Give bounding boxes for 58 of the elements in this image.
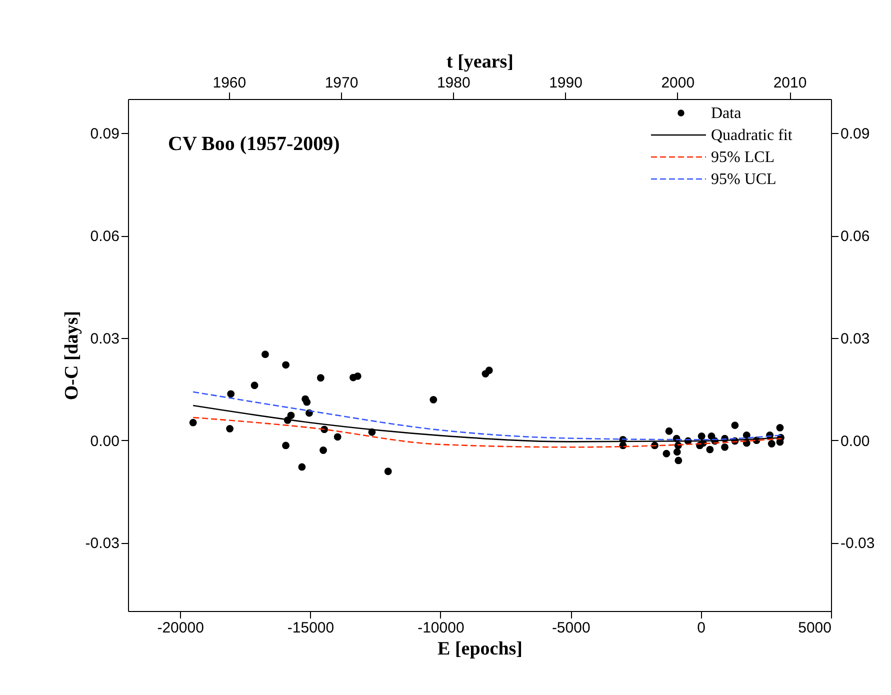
legend-label: 95% LCL [711, 149, 775, 166]
point [226, 425, 234, 432]
x2-tick-label: 1970 [324, 74, 358, 92]
x2-axis-title: t [years] [446, 52, 514, 72]
x-tick-label: -15000 [287, 620, 334, 636]
y2-tick-label: 0.03 [840, 330, 870, 348]
point [320, 446, 327, 454]
point [384, 468, 392, 476]
point [721, 443, 728, 451]
y-axis-title: O-C [days] [61, 310, 82, 400]
point [354, 372, 362, 380]
point [742, 432, 750, 439]
legend-label: 95% UCL [711, 171, 776, 188]
point [298, 463, 306, 471]
point [662, 450, 670, 458]
y-tick-label: 0.00 [90, 432, 120, 450]
point [334, 433, 342, 441]
y2-tick-label: 0.09 [840, 126, 870, 143]
point [776, 424, 784, 432]
point [485, 366, 493, 374]
y2-tick-label: 0.00 [840, 432, 870, 450]
x-tick-label: -10000 [418, 620, 464, 636]
x-axis-title: E [epochs] [438, 638, 522, 660]
annotation: CV Boo (1957-2009) [168, 133, 340, 155]
point [698, 432, 706, 440]
point [282, 361, 290, 369]
y2-tick-label: -0.03 [840, 535, 875, 552]
point [673, 448, 681, 456]
x2-tick-label: 1990 [549, 74, 582, 92]
y2-tick-label: 0.06 [840, 228, 870, 246]
x-tick-label: -20000 [157, 620, 204, 636]
point [731, 422, 739, 430]
x-tick-label: 0 [697, 620, 706, 636]
point [768, 440, 776, 448]
y-tick-label: 0.06 [90, 228, 120, 246]
point [316, 374, 324, 382]
point [674, 456, 682, 464]
legend-label: Data [711, 105, 742, 122]
x2-tick-label: 1960 [212, 74, 246, 92]
x2-tick-label: 1980 [436, 74, 470, 92]
x-tick-label: -5000 [552, 620, 590, 636]
y-tick-label: 0.09 [90, 126, 120, 143]
x2-tick-label: 2010 [773, 74, 807, 92]
point [282, 442, 290, 450]
legend-label: Quadratic fit [711, 127, 793, 144]
point [665, 427, 673, 435]
x-tick-label: 5000 [798, 620, 832, 636]
y-tick-label: 0.03 [90, 330, 120, 348]
point [250, 382, 258, 390]
point [227, 390, 235, 398]
point [303, 398, 311, 406]
point [706, 446, 714, 454]
x2-tick-label: 2000 [661, 74, 695, 92]
point [287, 412, 295, 420]
point [262, 350, 269, 358]
point [189, 418, 197, 426]
y-tick-label: -0.03 [85, 535, 120, 552]
point [430, 396, 438, 404]
